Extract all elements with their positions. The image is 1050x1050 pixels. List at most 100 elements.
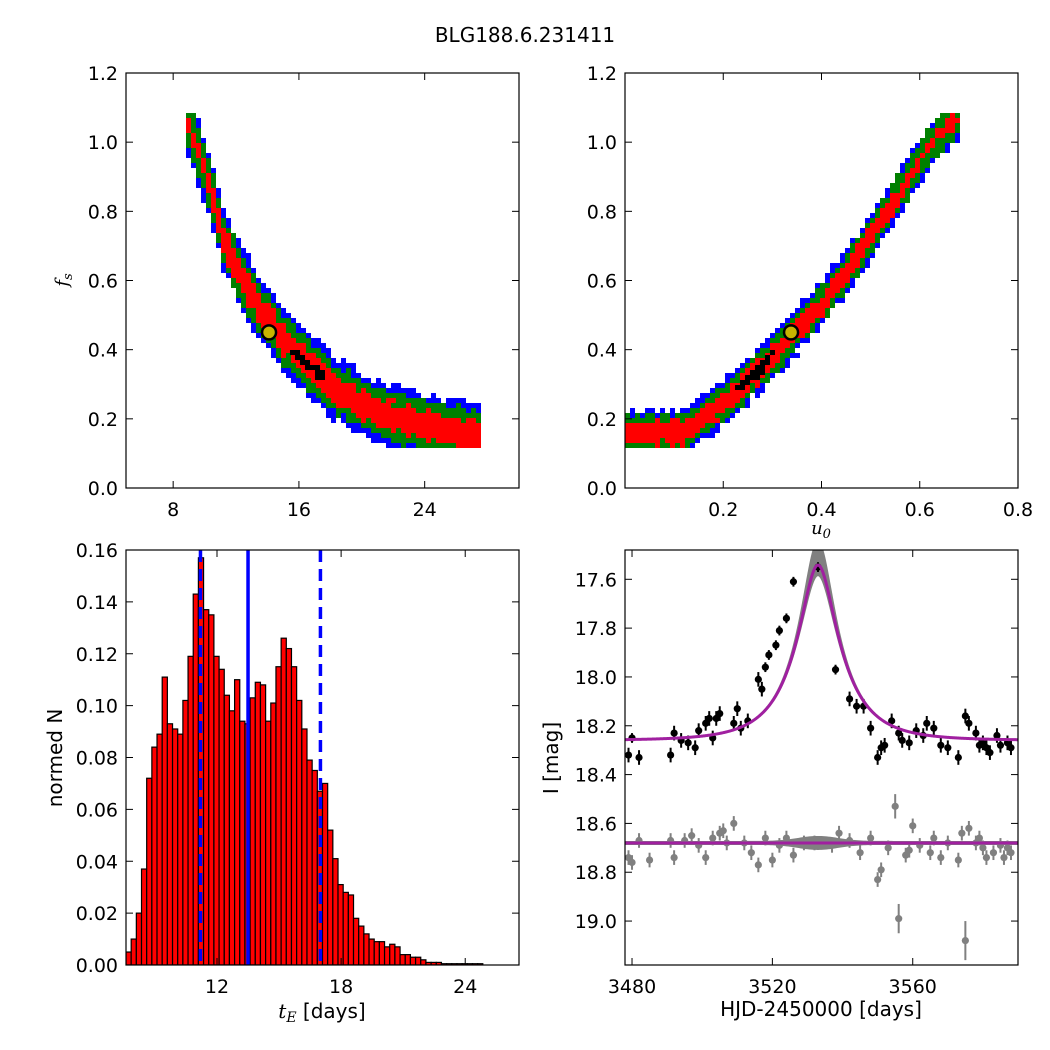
density-pixel (810, 293, 815, 298)
residual-point (926, 849, 934, 857)
density-pixel (705, 408, 710, 413)
density-pixel (625, 418, 630, 423)
density-pixel (396, 438, 401, 443)
density-pixel (810, 328, 815, 333)
density-pixel (241, 248, 246, 253)
density-pixel (281, 363, 286, 368)
density-pixel (346, 408, 351, 413)
density-pixel (341, 373, 346, 378)
density-pixel (246, 258, 251, 263)
density-pixel (196, 158, 201, 163)
density-pixel (446, 443, 451, 448)
density-pixel (361, 393, 366, 398)
density-pixel (441, 423, 446, 428)
x-axis-label: tE [days] (278, 999, 365, 1026)
density-pixel (461, 423, 466, 428)
density-pixel (875, 223, 880, 228)
density-pixel (895, 213, 900, 218)
density-pixel (431, 408, 436, 413)
density-pixel (426, 443, 431, 448)
density-pixel (446, 408, 451, 413)
density-pixel (775, 343, 780, 348)
density-pixel (281, 343, 286, 348)
density-pixel (316, 343, 321, 348)
density-pixel (466, 413, 471, 418)
residual-point (719, 827, 727, 835)
density-pixel (366, 433, 371, 438)
density-pixel (835, 263, 840, 268)
density-pixel (356, 408, 361, 413)
density-pixel (381, 433, 386, 438)
density-pixel (321, 393, 326, 398)
density-pixel (895, 173, 900, 178)
density-pixel (840, 298, 845, 303)
density-pixel (246, 263, 251, 268)
density-pixel (351, 423, 356, 428)
density-pixel (655, 418, 660, 423)
density-pixel (640, 418, 645, 423)
density-pixel (261, 313, 266, 318)
density-pixel (815, 328, 820, 333)
density-pixel (860, 253, 865, 258)
density-pixel (391, 403, 396, 408)
density-pixel (251, 328, 256, 333)
density-pixel (825, 303, 830, 308)
data-point (867, 724, 875, 732)
density-pixel (411, 388, 416, 393)
density-pixel (406, 393, 411, 398)
density-pixel (191, 113, 196, 118)
density-pixel (730, 398, 735, 403)
density-pixel (436, 398, 441, 403)
density-pixel (820, 313, 825, 318)
density-pixel (765, 348, 770, 353)
residual-point (884, 844, 892, 852)
density-pixel (421, 433, 426, 438)
density-pixel (645, 423, 650, 428)
density-pixel (226, 223, 231, 228)
density-pixel (895, 188, 900, 193)
density-pixel (690, 433, 695, 438)
density-pixel (416, 438, 421, 443)
density-pixel (276, 323, 281, 328)
density-pixel (231, 233, 236, 238)
density-pixel (346, 423, 351, 428)
density-pixel (945, 133, 950, 138)
density-pixel (381, 438, 386, 443)
density-pixel (725, 388, 730, 393)
y-tick-label: 19.0 (575, 911, 617, 933)
density-pixel (670, 423, 675, 428)
histogram-bar (259, 684, 267, 965)
density-pixel (216, 188, 221, 193)
residual-point (761, 834, 769, 842)
density-pixel (765, 363, 770, 368)
density-pixel (735, 378, 740, 383)
density-pixel (216, 208, 221, 213)
density-pixel (930, 138, 935, 143)
density-pixel (281, 323, 286, 328)
density-pixel (191, 143, 196, 148)
density-pixel (246, 298, 251, 303)
density-pixel (885, 213, 890, 218)
density-pixel (216, 223, 221, 228)
density-pixel (236, 238, 241, 243)
density-pixel (251, 283, 256, 288)
y-tick-label: 1.0 (88, 132, 118, 154)
density-pixel (745, 368, 750, 373)
density-pixel (695, 433, 700, 438)
density-pixel (461, 418, 466, 423)
density-pixel (660, 418, 665, 423)
mcmc-sample (765, 360, 770, 365)
density-pixel (755, 348, 760, 353)
density-pixel (331, 358, 336, 363)
data-point (775, 626, 783, 635)
density-pixel (206, 193, 211, 198)
density-pixel (281, 333, 286, 338)
density-pixel (391, 413, 396, 418)
density-pixel (795, 313, 800, 318)
density-pixel (231, 268, 236, 273)
density-pixel (710, 428, 715, 433)
fs-tE-axes: 8 16 24 0.0 0.2 0.4 0.6 0.8 1.0 1.2 (88, 63, 519, 521)
density-pixel (830, 298, 835, 303)
density-pixel (241, 303, 246, 308)
panel-frame (624, 549, 1019, 966)
